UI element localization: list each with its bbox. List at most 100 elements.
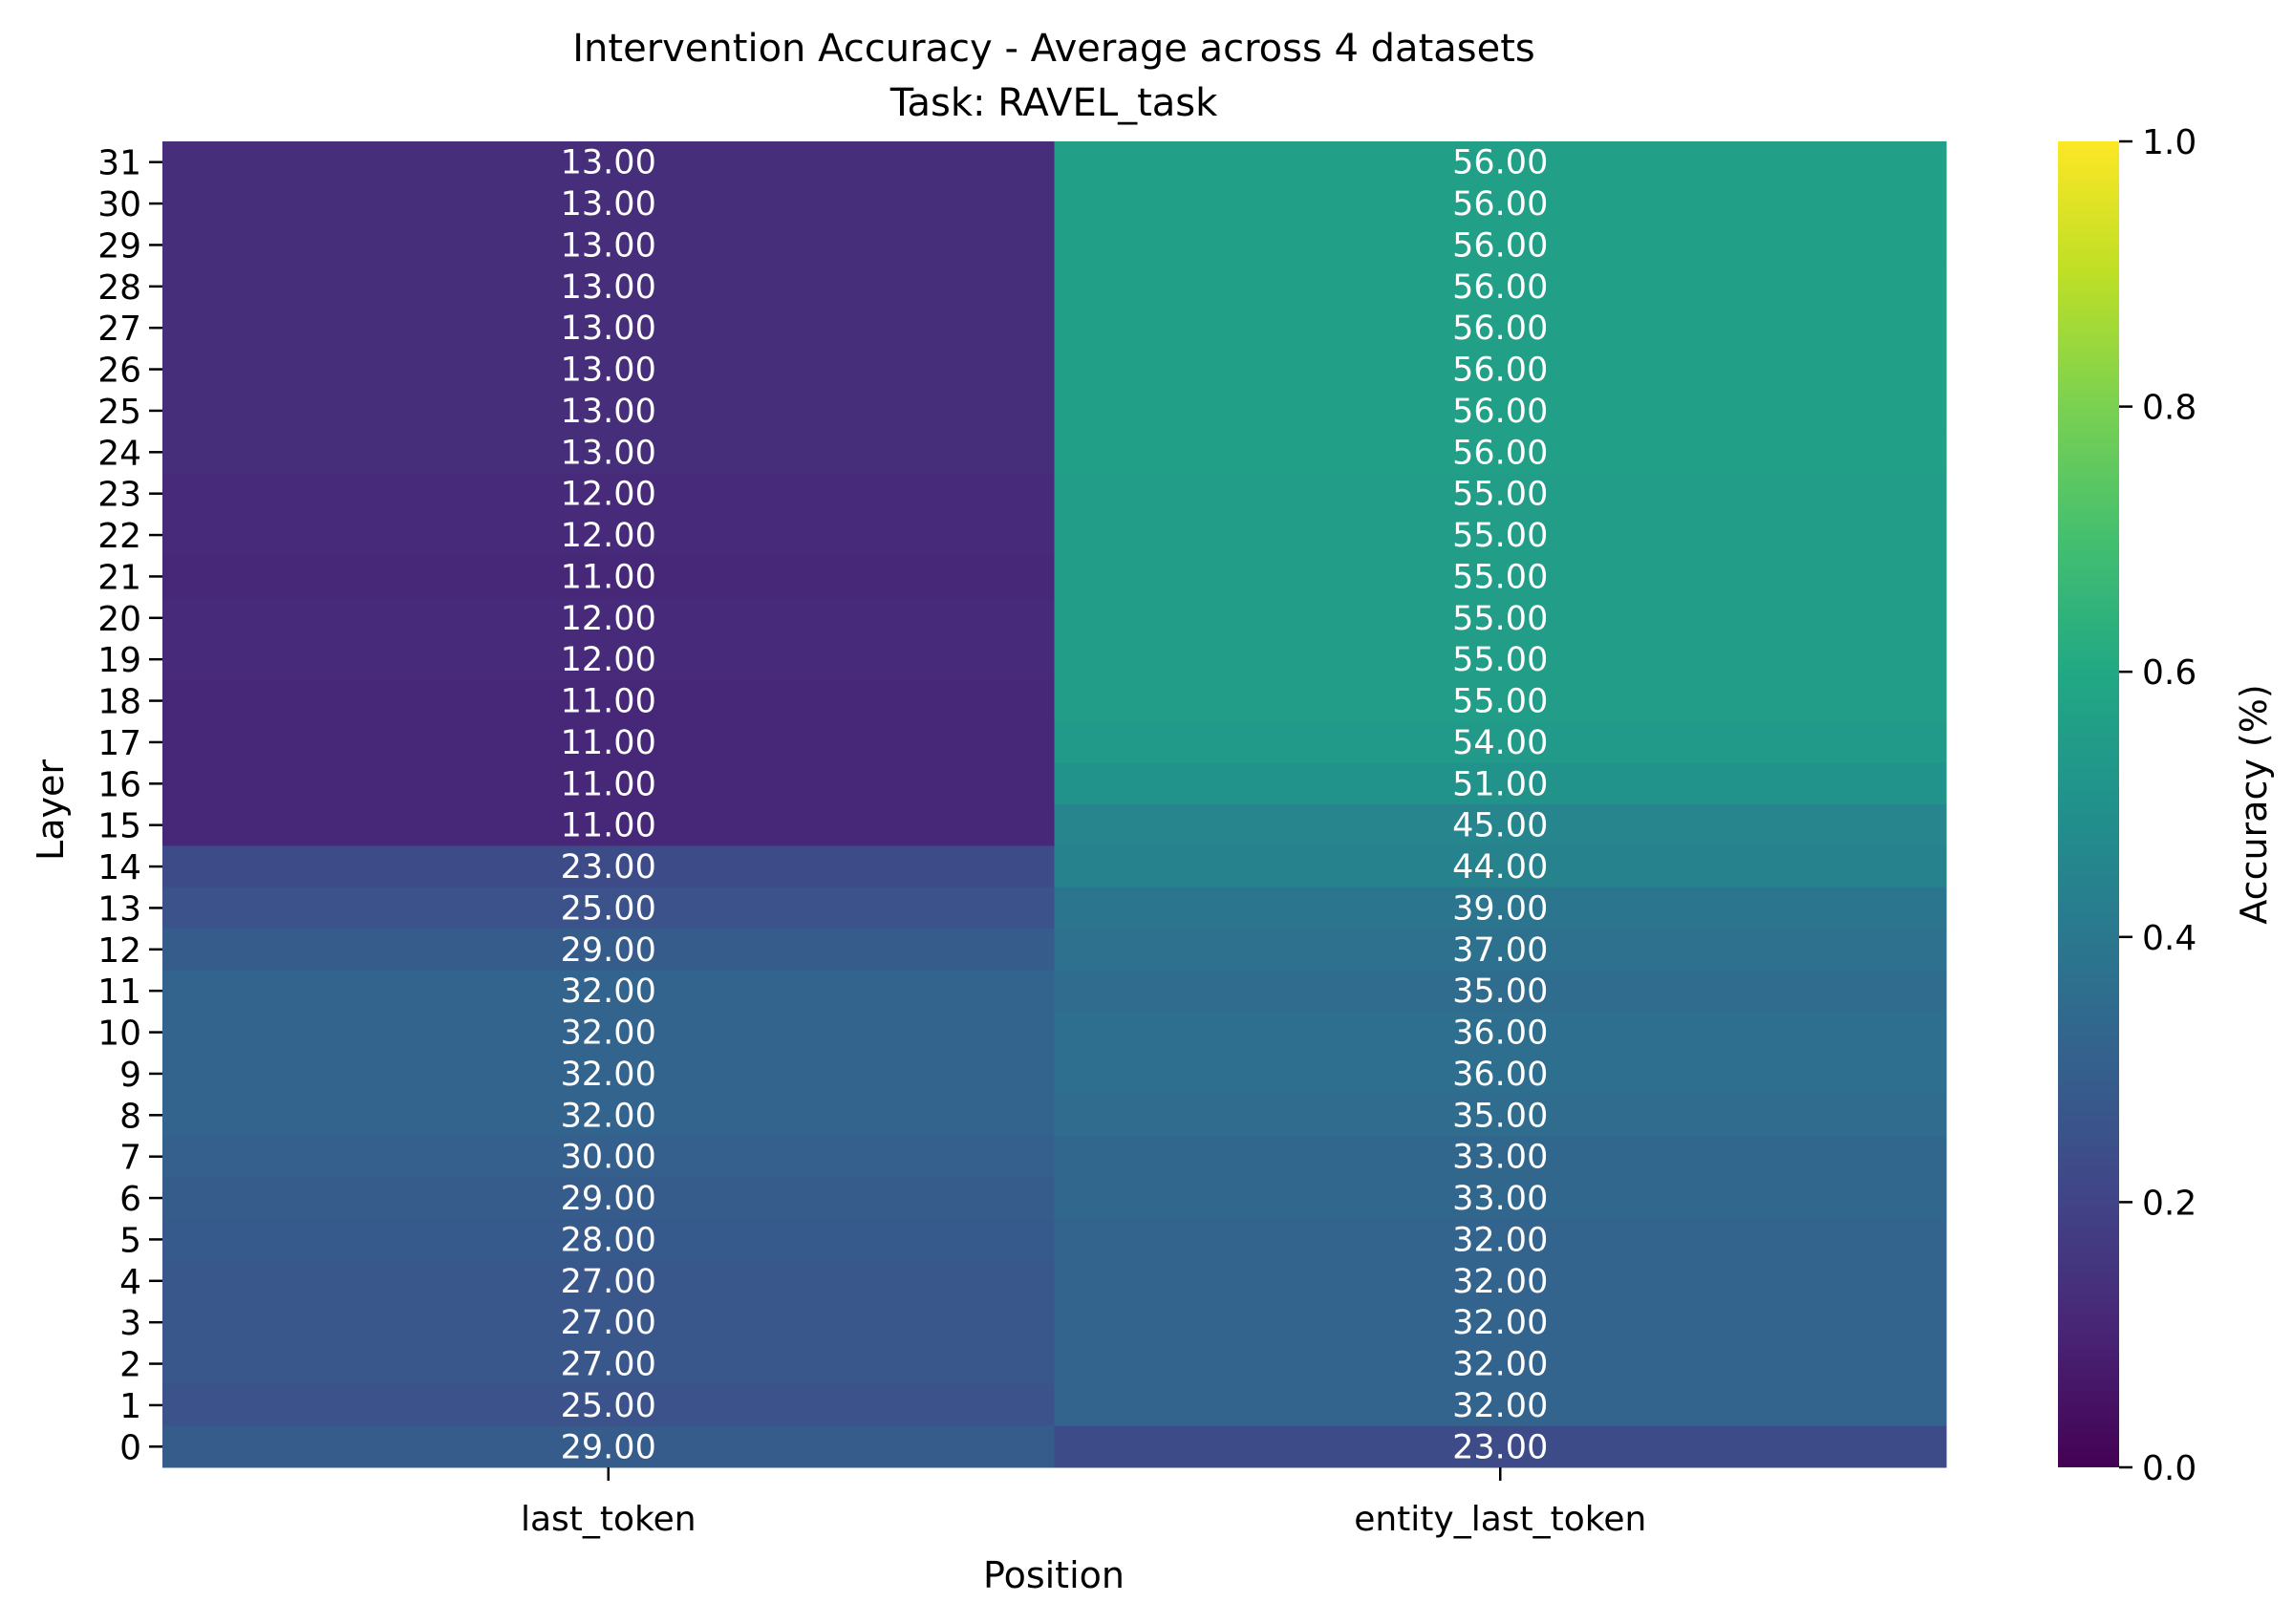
heatmap-cell-value: 13.00 <box>561 226 656 265</box>
heatmap-cell <box>1054 348 1947 391</box>
heatmap-cell-value: 55.00 <box>1452 476 1548 514</box>
y-tick-label: 4 <box>119 1263 141 1302</box>
heatmap-cell <box>162 638 1055 681</box>
x-tick-label: entity_last_token <box>1354 1500 1646 1539</box>
heatmap-cells <box>162 141 1947 1468</box>
y-tick-label: 11 <box>97 972 141 1012</box>
heatmap-cell-value: 29.00 <box>561 931 656 970</box>
heatmap-cell-value: 23.00 <box>561 848 656 887</box>
y-tick-label: 31 <box>97 144 141 183</box>
heatmap-cell-value: 55.00 <box>1452 600 1548 638</box>
heatmap-cell-value: 32.00 <box>1452 1304 1548 1342</box>
heatmap-cell-value: 32.00 <box>561 972 656 1011</box>
heatmap-cell <box>162 762 1055 805</box>
chart-title: Intervention Accuracy - Average across 4… <box>572 27 1534 71</box>
heatmap-cell-value: 56.00 <box>1452 310 1548 348</box>
y-axis: 3130292827262524232221201918171615141312… <box>97 144 162 1467</box>
colorbar-gradient <box>2058 141 2119 1467</box>
heatmap-cell-value: 12.00 <box>561 476 656 514</box>
heatmap-cell-value: 32.00 <box>561 1097 656 1135</box>
y-tick-label: 0 <box>119 1428 141 1467</box>
y-tick-label: 22 <box>97 517 141 556</box>
y-tick-label: 29 <box>97 226 141 266</box>
heatmap-cell <box>162 597 1055 639</box>
heatmap-cell <box>162 1053 1055 1096</box>
y-tick-label: 25 <box>97 393 141 432</box>
heatmap-cell <box>162 307 1055 350</box>
heatmap-cell <box>162 390 1055 433</box>
heatmap-cell-value: 29.00 <box>561 1180 656 1218</box>
heatmap-cell-value: 35.00 <box>1452 1097 1548 1135</box>
heatmap-cell <box>162 348 1055 391</box>
y-tick-label: 20 <box>97 600 141 639</box>
heatmap-cell-value: 56.00 <box>1452 393 1548 431</box>
heatmap-cell <box>1054 804 1947 846</box>
x-axis: last_token entity_last_token <box>521 1467 1646 1539</box>
heatmap-cell <box>162 1260 1055 1302</box>
heatmap-cell <box>1054 224 1947 267</box>
heatmap-cell <box>1054 845 1947 888</box>
heatmap-cell-value: 51.00 <box>1452 765 1548 803</box>
heatmap-cell <box>162 1218 1055 1261</box>
heatmap-cell <box>1054 887 1947 930</box>
heatmap-cell <box>162 141 1055 183</box>
y-tick-label: 8 <box>119 1097 141 1136</box>
heatmap-cell <box>162 1094 1055 1137</box>
colorbar: 0.0 0.2 0.4 0.6 0.8 1.0 Accuracy (%) <box>2058 123 2275 1488</box>
y-tick-label: 3 <box>119 1304 141 1343</box>
heatmap-cell <box>162 1011 1055 1054</box>
colorbar-tick-label: 1.0 <box>2142 123 2197 162</box>
heatmap-cell-value: 11.00 <box>561 683 656 721</box>
y-axis-label: Layer <box>30 759 72 861</box>
heatmap-cell-value: 23.00 <box>1452 1428 1548 1466</box>
heatmap-cell-value: 13.00 <box>561 268 656 307</box>
heatmap-cell <box>1054 1011 1947 1054</box>
heatmap-cell <box>162 1301 1055 1344</box>
heatmap-cell-value: 56.00 <box>1452 352 1548 390</box>
heatmap-cell-value: 25.00 <box>561 1387 656 1425</box>
heatmap-cell-value: 32.00 <box>1452 1263 1548 1301</box>
heatmap-cell-value: 11.00 <box>561 724 656 762</box>
heatmap-cell <box>1054 1053 1947 1096</box>
y-tick-label: 17 <box>97 724 141 763</box>
heatmap-cell <box>1054 597 1947 639</box>
y-tick-label: 6 <box>119 1180 141 1219</box>
heatmap-cell <box>1054 1094 1947 1137</box>
y-tick-label: 12 <box>97 931 141 971</box>
heatmap-cell <box>1054 555 1947 598</box>
heatmap-cell <box>1054 1260 1947 1302</box>
heatmap-cell-value: 11.00 <box>561 807 656 845</box>
heatmap-cell-value: 12.00 <box>561 641 656 679</box>
y-tick-label: 15 <box>97 807 141 846</box>
heatmap-cell <box>162 224 1055 267</box>
heatmap-cell <box>1054 1425 1947 1468</box>
heatmap-cell-value: 11.00 <box>561 558 656 596</box>
heatmap-cell <box>1054 1218 1947 1261</box>
heatmap-cell <box>1054 929 1947 971</box>
heatmap-cell <box>162 721 1055 764</box>
heatmap-cell <box>162 266 1055 308</box>
colorbar-ticks: 0.0 0.2 0.4 0.6 0.8 1.0 <box>2119 123 2197 1488</box>
heatmap-cell-value: 44.00 <box>1452 848 1548 887</box>
heatmap-cell <box>1054 970 1947 1013</box>
colorbar-tick-label: 0.8 <box>2142 389 2197 428</box>
heatmap-cell-value: 37.00 <box>1452 931 1548 970</box>
heatmap-cell <box>1054 1136 1947 1178</box>
y-tick-label: 27 <box>97 310 141 349</box>
colorbar-tick-label: 0.4 <box>2142 919 2197 958</box>
heatmap-cell-value: 32.00 <box>1452 1346 1548 1384</box>
heatmap-cell-value: 13.00 <box>561 352 656 390</box>
chart-subtitle: Task: RAVEL_task <box>889 81 1218 125</box>
heatmap-cell-value: 29.00 <box>561 1428 656 1466</box>
heatmap-cell-value: 30.00 <box>561 1139 656 1177</box>
y-tick-label: 19 <box>97 641 141 680</box>
heatmap-cell-value: 13.00 <box>561 310 656 348</box>
heatmap-cell <box>1054 1342 1947 1385</box>
x-axis-label: Position <box>983 1554 1125 1596</box>
heatmap-cell <box>162 473 1055 515</box>
heatmap-cell <box>162 431 1055 474</box>
heatmap-cell-value: 27.00 <box>561 1304 656 1342</box>
y-tick-label: 23 <box>97 476 141 515</box>
